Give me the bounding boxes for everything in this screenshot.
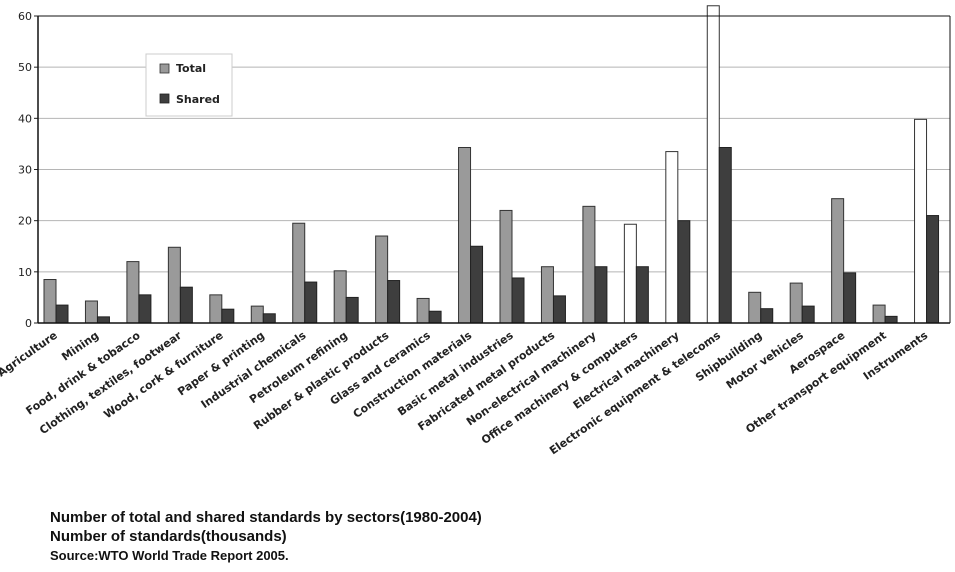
bar-total [375, 235, 389, 324]
y-tick-label: 40 [18, 112, 32, 125]
bar-shared [677, 220, 691, 324]
bar-total [43, 279, 57, 324]
legend-label-shared: Shared [176, 93, 220, 106]
bar-total [789, 282, 803, 324]
y-tick-label: 30 [18, 164, 32, 177]
bar-shared [96, 316, 110, 324]
bar-shared [884, 315, 898, 324]
bar-total [458, 146, 472, 324]
bar-shared [387, 280, 401, 324]
bar-shared [262, 313, 276, 324]
y-tick-label: 0 [25, 317, 32, 330]
bar-total [831, 198, 845, 324]
bar-shared [221, 308, 235, 324]
bar-total [665, 151, 679, 324]
bar-total [84, 300, 98, 324]
bar-shared [470, 245, 484, 324]
legend-label-total: Total [176, 62, 206, 75]
bar-shared [428, 310, 442, 324]
bar-total [872, 304, 886, 324]
bar-total [209, 294, 223, 324]
y-tick-label: 10 [18, 266, 32, 279]
bar-shared [345, 296, 359, 324]
bar-shared [304, 281, 318, 324]
y-tick-label: 60 [18, 10, 32, 23]
bar-shared [594, 266, 608, 324]
bar-shared [801, 305, 815, 324]
bar-total [706, 5, 720, 324]
bar-shared [926, 215, 940, 324]
bar-total [623, 223, 637, 324]
bar-shared [179, 286, 193, 324]
bar-shared [843, 272, 857, 324]
bar-total [499, 209, 513, 324]
bar-shared [511, 277, 525, 324]
bar-shared [552, 295, 566, 324]
bar-total [540, 266, 554, 324]
bar-total [250, 305, 264, 324]
bars [43, 5, 940, 324]
bar-total [126, 261, 140, 324]
y-axis: 0 10 20 30 40 50 60 [18, 10, 38, 330]
bar-total [292, 222, 306, 324]
source-note: Source:WTO World Trade Report 2005. [50, 548, 289, 563]
bar-shared [138, 294, 152, 324]
y-tick-label: 20 [18, 215, 32, 228]
bar-total [167, 246, 181, 324]
bar-total [416, 297, 430, 324]
bar-total [914, 118, 928, 324]
bar-shared [55, 304, 69, 324]
legend-swatch-total [159, 63, 170, 74]
chart-title: Number of total and shared standards by … [50, 509, 482, 526]
plot-frame [37, 15, 951, 324]
y-tick-label: 50 [18, 61, 32, 74]
bar-total [748, 291, 762, 324]
x-category-label: Agriculture [0, 329, 60, 380]
unit-label: Number of standards(thousands) [50, 528, 287, 545]
legend: Total Shared [145, 53, 233, 117]
bar-shared [635, 266, 649, 324]
bar-shared [760, 308, 774, 324]
legend-swatch-shared [159, 93, 170, 104]
bar-total [333, 270, 347, 324]
bar-shared [718, 146, 732, 324]
bar-total [582, 205, 596, 324]
